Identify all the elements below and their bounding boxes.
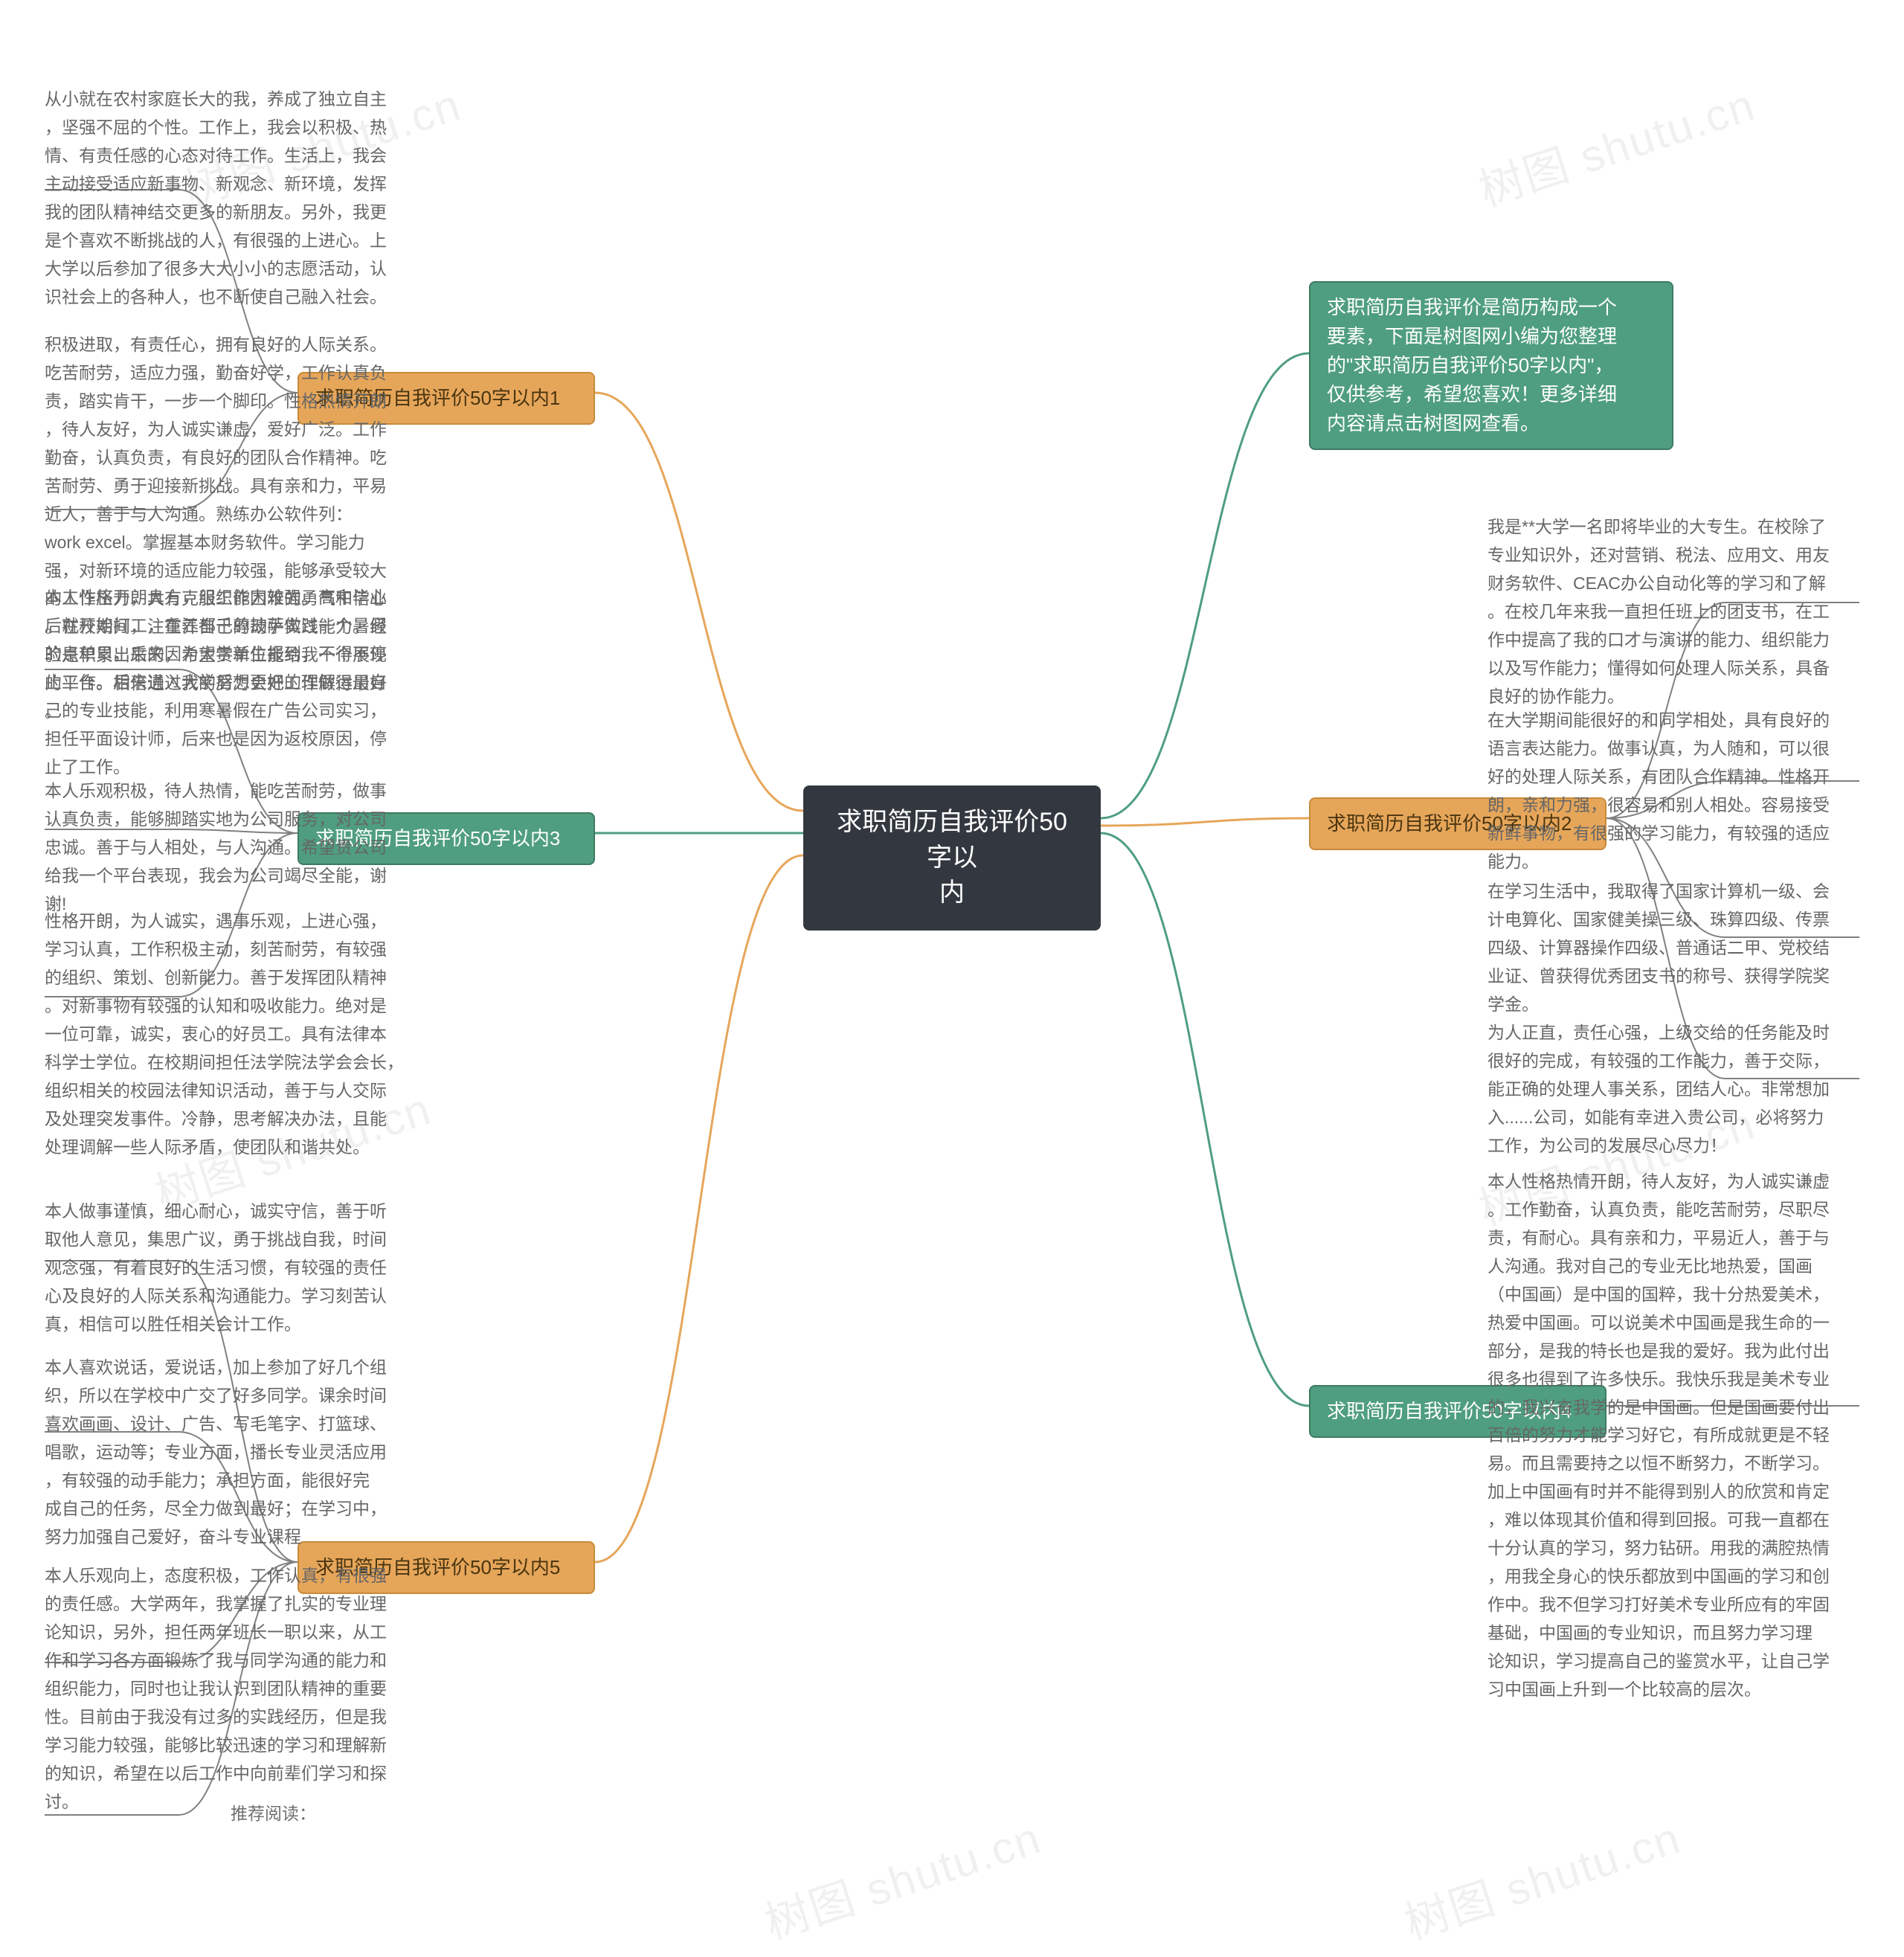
intro-node[interactable]: 求职简历自我评价是简历构成一个 要素，下面是树图网小编为您整理 的"求职简历自我… — [1309, 281, 1673, 450]
branch-3-leaf-1: 本人乐观积极，待人热情，能吃苦耐劳，做事 认真负责，能够脚踏实地为公司服务，对公… — [45, 777, 424, 919]
branch-2-leaf-1: 在大学期间能很好的和同学相处，具有良好的 语言表达能力。做事认真，为人随和，可以… — [1488, 707, 1867, 876]
branch-2-leaf-0: 我是**大学一名即将毕业的大专生。在校除了 专业知识外，还对营销、税法、应用文、… — [1488, 513, 1867, 711]
watermark: 树图 shutu.cn — [756, 1802, 1049, 1953]
branch-1-leaf-0: 从小就在农村家庭长大的我，养成了独立自主 ，坚强不屈的个性。工作上，我会以积极、… — [45, 86, 424, 312]
branch-3-leaf-0: 本人性格开朗大方，组织能力较强。高中毕业 后就开始打工，在江都千尊披萨做过一个暑… — [45, 584, 424, 782]
branch-5-leaf-1: 本人喜欢说话，爱说话，加上参加了好几个组 织，所以在学校中广交了好多同学。课余时… — [45, 1354, 424, 1552]
branch-5-leaf-0: 本人做事谨慎，细心耐心，诚实守信，善于听 取他人意见，集思广议，勇于挑战自我，时… — [45, 1198, 424, 1339]
branch-5-leaf-3: 推荐阅读： — [231, 1800, 454, 1828]
branch-2-leaf-2: 在学习生活中，我取得了国家计算机一级、会 计电算化、国家健美操三级、珠算四级、传… — [1488, 878, 1867, 1019]
branch-2-leaf-3: 为人正直，责任心强，上级交给的任务能及时 很好的完成，有较强的工作能力，善于交际… — [1488, 1019, 1867, 1160]
root-title-line2: 内 — [826, 875, 1078, 911]
branch-5-leaf-2: 本人乐观向上，态度积极，工作认真，有很强 的责任感。大学两年，我掌握了扎实的专业… — [45, 1562, 424, 1816]
intro-text: 求职简历自我评价是简历构成一个 要素，下面是树图网小编为您整理 的"求职简历自我… — [1327, 296, 1617, 434]
branch-4-leaf-0: 本人性格热情开朗，待人友好，为人诚实谦虚 。工作勤奋，认真负责，能吃苦耐劳，尽职… — [1488, 1168, 1867, 1704]
root-node[interactable]: 求职简历自我评价50字以 内 — [803, 785, 1101, 931]
watermark: 树图 shutu.cn — [1395, 1802, 1688, 1953]
root-title-line1: 求职简历自我评价50字以 — [826, 805, 1078, 875]
branch-3-leaf-2: 性格开朗，为人诚实，遇事乐观，上进心强， 学习认真，工作积极主动，刻苦耐劳，有较… — [45, 907, 424, 1161]
watermark: 树图 shutu.cn — [1470, 69, 1763, 219]
